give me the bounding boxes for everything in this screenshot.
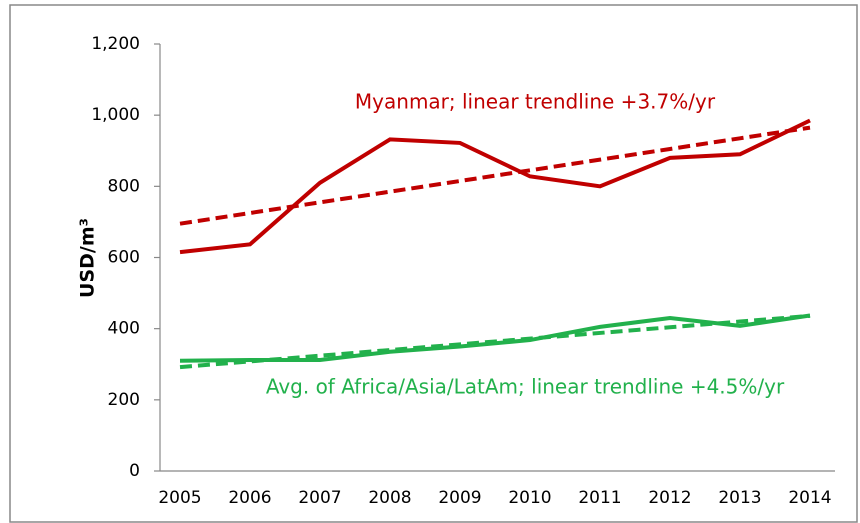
x-tick-label: 2008 <box>368 488 411 508</box>
y-tick-label: 200 <box>108 390 140 410</box>
y-tick-label: 1,000 <box>91 105 140 125</box>
annotation: Myanmar; linear trendline +3.7%/yr <box>355 90 716 114</box>
x-tick-label: 2006 <box>228 488 271 508</box>
x-tick-label: 2012 <box>648 488 691 508</box>
trendline <box>179 313 811 370</box>
y-tick-label: 0 <box>129 461 140 481</box>
chart-frame <box>9 4 858 523</box>
x-tick-label: 2011 <box>578 488 621 508</box>
y-tick-label: 600 <box>108 248 140 268</box>
y-tick-label: 400 <box>108 319 140 339</box>
x-tick-label: 2009 <box>438 488 481 508</box>
x-tick-label: 2014 <box>788 488 831 508</box>
annotation: Avg. of Africa/Asia/LatAm; linear trendl… <box>266 375 785 399</box>
trendline <box>179 125 811 226</box>
series-line <box>179 118 811 255</box>
x-tick-label: 2010 <box>508 488 551 508</box>
x-tick-label: 2007 <box>298 488 341 508</box>
x-tick-label: 2005 <box>158 488 201 508</box>
y-tick-label: 1,200 <box>91 34 140 54</box>
x-tick-label: 2013 <box>718 488 761 508</box>
y-axis-label: USD/m³ <box>77 218 99 298</box>
y-tick-label: 800 <box>108 176 140 196</box>
